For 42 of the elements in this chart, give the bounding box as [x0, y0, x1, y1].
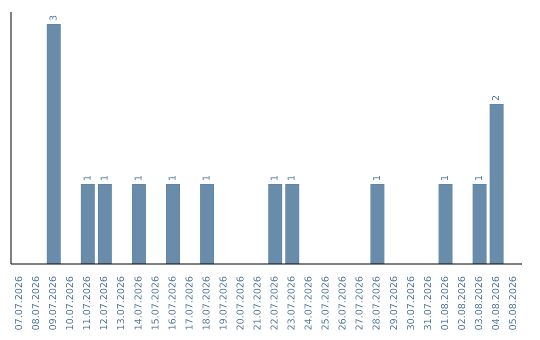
x-tick-label: 29.07.2026	[388, 276, 400, 330]
x-tick-label: 10.07.2026	[65, 276, 76, 330]
x-tick-label: 02.08.2026	[456, 276, 468, 330]
x-tick-label: 24.07.2026	[304, 276, 315, 330]
data-label: 1	[270, 174, 281, 181]
x-tick-label: 13.07.2026	[116, 276, 128, 330]
data-label: 1	[440, 174, 452, 181]
data-label: 1	[168, 174, 179, 181]
data-label: 1	[202, 174, 213, 181]
x-tick-label: 31.07.2026	[422, 276, 434, 330]
x-tick-label: 04.08.2026	[490, 276, 502, 330]
x-tick-label: 27.07.2026	[354, 276, 366, 330]
x-tick-label: 18.07.2026	[201, 276, 212, 330]
x-tick-label: 05.08.2026	[508, 276, 519, 330]
x-tick-label: 15.07.2026	[150, 276, 162, 330]
x-tick-label: 14.07.2026	[133, 276, 144, 330]
x-tick-label: 07.07.2026	[14, 276, 26, 330]
data-label: 1	[99, 174, 110, 181]
x-tick-label: 26.07.2026	[338, 276, 349, 330]
x-tick-label: 25.07.2026	[320, 276, 332, 330]
data-label: 1	[474, 174, 486, 181]
x-tick-label: 23.07.2026	[286, 276, 298, 330]
x-tick-label: 28.07.2026	[372, 276, 383, 330]
x-tick-label: 30.07.2026	[406, 276, 417, 330]
x-tick-label: 16.07.2026	[167, 276, 178, 330]
x-tick-label: 17.07.2026	[184, 276, 196, 330]
x-tick-label: 21.07.2026	[252, 276, 264, 330]
x-tick-label: 12.07.2026	[99, 276, 110, 330]
data-label: 1	[372, 174, 383, 181]
x-tick-label: 22.07.2026	[270, 276, 281, 330]
data-label: 1	[133, 174, 144, 181]
x-tick-label: 11.07.2026	[82, 276, 94, 330]
x-tick-label: 20.07.2026	[235, 276, 246, 330]
data-label: 3	[48, 14, 60, 21]
x-tick-label: 08.07.2026	[31, 276, 42, 330]
x-tick-label: 09.07.2026	[48, 276, 60, 330]
data-label: 2	[491, 94, 502, 101]
data-label: 1	[82, 174, 94, 181]
x-tick-label: 19.07.2026	[218, 276, 230, 330]
x-tick-label: 01.08.2026	[440, 276, 451, 330]
x-tick-label: 03.08.2026	[474, 276, 485, 330]
data-label: 1	[286, 174, 298, 181]
